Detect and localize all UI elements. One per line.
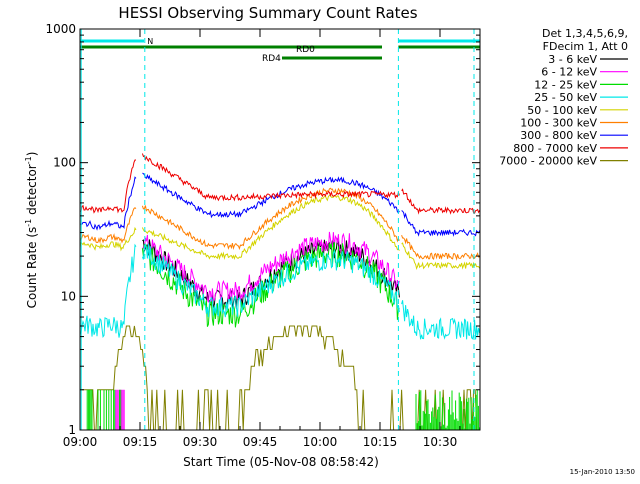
legend: Det 1,3,4,5,6,9, FDecim 1, Att 0 3 - 6 k… [499,27,628,168]
y-axis-label-sup2: -1 [24,156,33,164]
series-line-7-seg-0 [79,159,136,214]
y-tick-label: 1000 [45,22,76,36]
series-line-3-seg-0 [79,243,137,338]
legend-header-line-1: Det 1,3,4,5,6,9, [542,27,628,40]
x-axis-label: Start Time (05-Nov-08 08:58:42) [183,455,379,469]
y-tick-label: 10 [61,289,76,303]
x-tick-label: 10:15 [363,435,398,449]
legend-entry-label: 100 - 300 keV [520,117,597,130]
x-tick-label: 10:00 [303,435,338,449]
rd4-label: RD4 [262,54,281,64]
series-line-5-seg-2 [401,235,480,261]
y-axis-label-sup1: -1 [24,219,33,227]
series-line-6-seg-0 [80,176,137,231]
y-axis-label-mid: detector [25,164,39,219]
legend-entry-label: 25 - 50 keV [534,91,597,104]
series-line-6-seg-2 [401,210,481,237]
series-line-7-seg-1 [141,153,400,202]
y-axis-label-main: Count Rate (s [25,227,39,309]
y-axis-label: Count Rate (s-1 detector-1) [24,152,39,309]
footer-date: 15-Jan-2010 13:50 [570,468,635,476]
series-line-4-seg-1 [141,194,400,261]
series-line-5-seg-0 [79,207,137,244]
x-tick-label: 09:00 [63,435,98,449]
series-line-4-seg-0 [79,226,137,252]
legend-entry-label: 300 - 800 keV [520,129,597,142]
series-line-1-seg-1 [141,231,400,303]
series-line-7-seg-2 [401,188,481,215]
night-label: N [147,37,153,46]
legend-entry-label: 50 - 100 keV [527,104,597,117]
legend-entry-label: 6 - 12 keV [541,66,597,79]
legend-header-line-2: FDecim 1, Att 0 [543,40,628,53]
series-line-4-seg-2 [401,242,481,270]
axis-ticks: 09:00 09:15 09:30 09:45 10:00 10:15 10:30 1 10 10… [45,22,481,449]
legend-entry-label: 3 - 6 keV [548,53,597,66]
legend-entry-label: 800 - 7000 keV [513,142,597,155]
x-tick-label: 09:45 [243,435,278,449]
series-line-5-seg-1 [141,187,400,251]
series-line-3-seg-2 [401,300,481,340]
legend-entry-label: 12 - 25 keV [534,78,597,91]
y-axis-label-end: ) [25,152,39,157]
x-tick-label: 09:30 [183,435,218,449]
y-tick-label: 1 [68,423,76,437]
series-line-2-seg-1 [141,242,400,328]
x-tick-label: 09:15 [123,435,158,449]
series-line-3-seg-1 [141,242,400,318]
x-tick-label: 10:30 [423,435,458,449]
legend-entry-label: 7000 - 20000 keV [499,155,597,168]
rd0-label: RD0 [296,45,315,55]
chart-title: HESSI Observing Summary Count Rates [118,4,417,22]
y-tick-label: 100 [53,156,76,170]
